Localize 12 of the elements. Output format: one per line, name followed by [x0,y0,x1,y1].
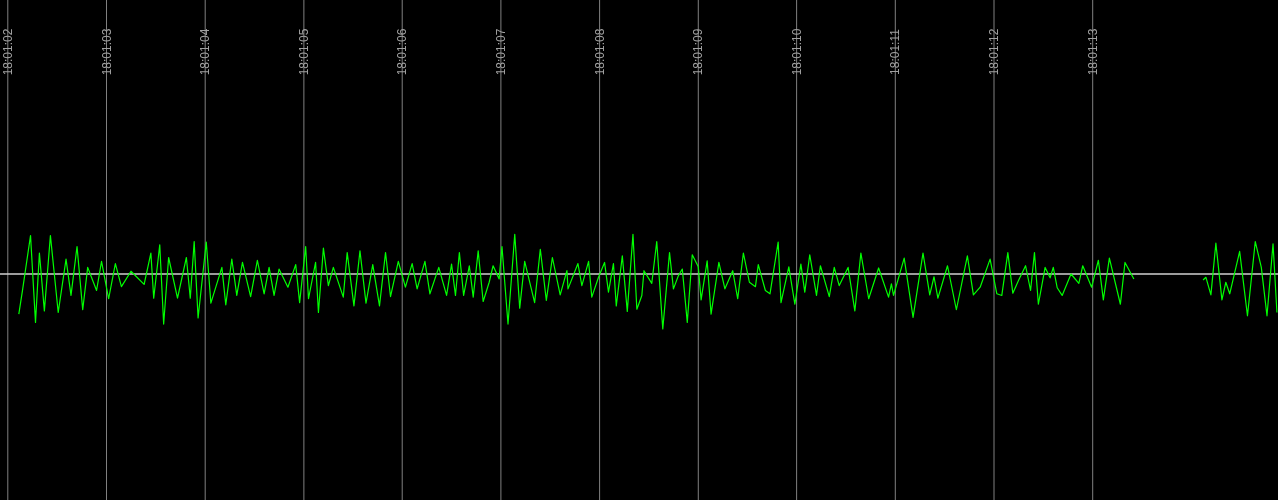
x-tick-label: 18:01:03 [99,28,114,76]
x-tick-label: 18:01:13 [1085,28,1100,76]
x-tick-label: 18:01:04 [198,28,213,76]
x-tick-label: 18:01:07 [493,28,508,76]
x-tick-label: 18:01:06 [395,28,410,76]
x-tick-label: 18:01:10 [789,28,804,76]
x-tick-label: 18:01:05 [296,28,311,76]
x-tick-label: 18:01:08 [592,28,607,76]
x-tick-label: 18:01:02 [0,28,15,76]
x-tick-label: 18:01:12 [987,28,1001,76]
x-tick-label: 18:01:09 [691,28,706,76]
x-tick-label: 18:01:11 [888,28,903,75]
